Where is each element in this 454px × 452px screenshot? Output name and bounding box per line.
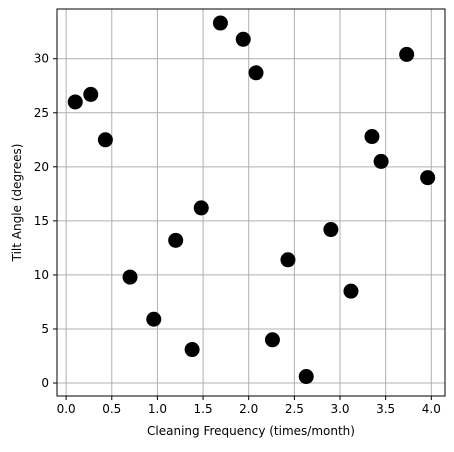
x-tick-label: 2.5 [285, 402, 304, 416]
scatter-point [168, 232, 184, 248]
x-tick-label: 3.0 [330, 402, 349, 416]
x-axis-label: Cleaning Frequency (times/month) [147, 424, 355, 438]
ticks-layer: 0.0 0.5 1.0 1.5 2.0 2.5 3.0 3.5 4.0 0 5 10 15 20 25 30 [34, 52, 441, 416]
scatter-point [280, 252, 296, 268]
points-layer [67, 15, 436, 385]
scatter-point [212, 15, 228, 31]
scatter-point [420, 170, 436, 186]
y-tick-label: 30 [34, 52, 49, 66]
scatter-point [373, 153, 389, 169]
scatter-point [248, 65, 264, 81]
y-tick-label: 0 [41, 376, 49, 390]
scatter-point [343, 283, 359, 299]
x-tick-label: 0.5 [102, 402, 121, 416]
scatter-point [298, 369, 314, 385]
scatter-point [399, 46, 415, 62]
scatter-point [83, 86, 99, 102]
scatter-point [184, 342, 200, 358]
scatter-point [264, 332, 280, 348]
x-tick-label: 3.5 [376, 402, 395, 416]
scatter-point [235, 31, 251, 47]
scatter-point [122, 269, 138, 285]
x-tick-label: 4.0 [422, 402, 441, 416]
scatter-point [323, 222, 339, 238]
scatter-point [193, 200, 209, 216]
plot-frame [56, 8, 446, 397]
scatter-point [364, 129, 380, 145]
y-tick-label: 15 [34, 214, 49, 228]
x-tick-label: 0.0 [57, 402, 76, 416]
x-tick-label: 1.5 [194, 402, 213, 416]
scatter-point [146, 311, 162, 327]
x-tick-label: 2.0 [239, 402, 258, 416]
grid-layer [57, 9, 445, 396]
scatter-point [67, 94, 83, 110]
y-tick-label: 20 [34, 160, 49, 174]
y-axis-label: Tilt Angle (degrees) [10, 144, 24, 263]
y-tick-label: 10 [34, 268, 49, 282]
scatter-point [97, 132, 113, 148]
x-tick-label: 1.0 [148, 402, 167, 416]
y-tick-label: 25 [34, 106, 49, 120]
y-tick-label: 5 [41, 322, 49, 336]
